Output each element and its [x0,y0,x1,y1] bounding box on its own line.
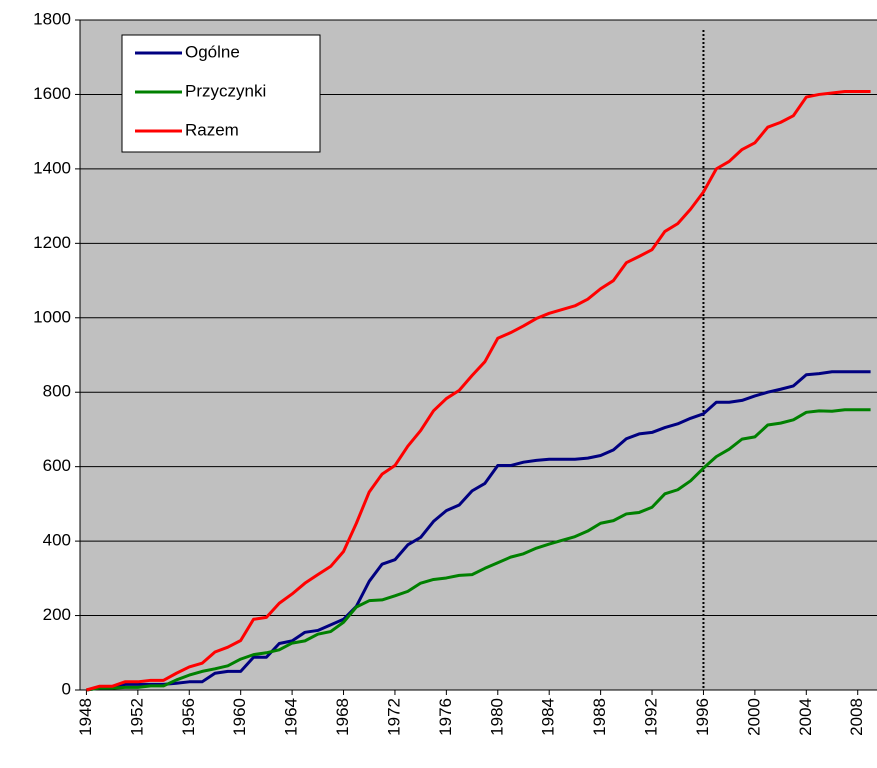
x-tick-label: 1948 [76,698,95,736]
y-tick-label: 1000 [33,307,71,326]
x-tick-label: 1992 [642,698,661,736]
legend-label: Przyczynki [185,81,266,100]
x-tick-label: 1956 [179,698,198,736]
legend-label: Razem [185,120,239,139]
y-tick-label: 1400 [33,158,71,177]
y-tick-label: 1200 [33,233,71,252]
x-tick-label: 2008 [847,698,866,736]
x-tick-label: 2000 [744,698,763,736]
series-line [86,370,871,692]
x-tick-label: 1972 [384,698,403,736]
y-tick-label: 1800 [33,9,71,28]
x-tick-label: 2004 [796,698,815,736]
x-tick-label: 1964 [282,698,301,736]
y-tick-label: 800 [43,382,71,401]
y-tick-label: 400 [43,531,71,550]
y-tick-label: 0 [62,679,71,698]
series-line [86,408,871,692]
y-tick-label: 200 [43,605,71,624]
y-tick-label: 600 [43,456,71,475]
x-tick-label: 1952 [127,698,146,736]
x-tick-label: 1960 [230,698,249,736]
x-tick-label: 1984 [539,698,558,736]
x-tick-label: 1976 [436,698,455,736]
x-tick-label: 1996 [693,698,712,736]
x-tick-label: 1980 [487,698,506,736]
y-tick-label: 1600 [33,84,71,103]
x-tick-label: 1968 [333,698,352,736]
x-tick-label: 1988 [590,698,609,736]
series-line [86,89,871,692]
legend-label: Ogólne [185,42,240,61]
